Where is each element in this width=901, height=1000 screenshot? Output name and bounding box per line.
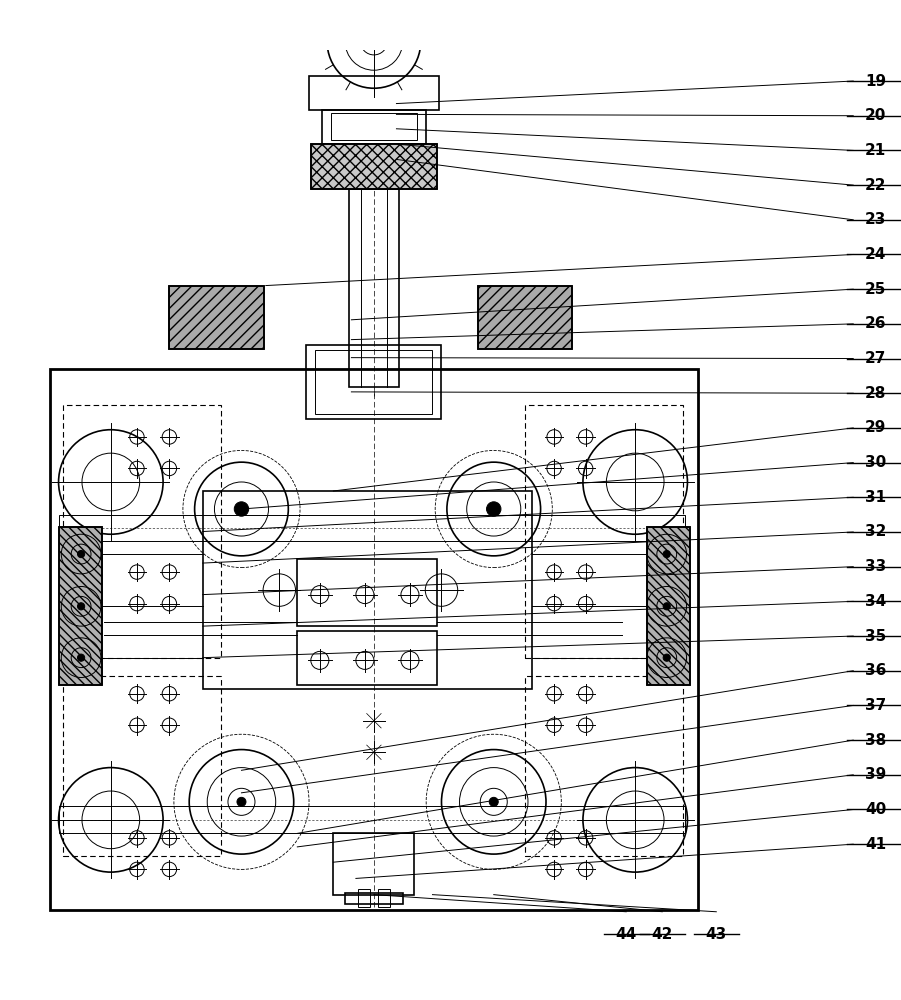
Circle shape [663, 603, 670, 610]
Bar [478, 286, 572, 349]
Bar [169, 286, 264, 349]
Bar [358, 889, 370, 907]
Text: 35: 35 [865, 629, 887, 644]
Circle shape [487, 502, 501, 516]
Bar [306, 345, 441, 419]
Bar [647, 527, 690, 685]
Text: 38: 38 [865, 733, 887, 748]
Bar [525, 676, 683, 856]
Text: 36: 36 [865, 663, 887, 678]
Bar [309, 76, 439, 110]
Text: 33: 33 [865, 559, 887, 574]
Bar [315, 350, 432, 414]
Bar [297, 631, 437, 685]
Bar [378, 889, 390, 907]
Text: 22: 22 [865, 178, 887, 193]
Text: 20: 20 [865, 108, 887, 123]
Text: 28: 28 [865, 386, 887, 401]
Circle shape [663, 550, 670, 558]
Text: 43: 43 [705, 927, 727, 942]
Bar [322, 110, 426, 144]
Circle shape [234, 502, 249, 516]
Text: 26: 26 [865, 316, 887, 331]
Text: 37: 37 [865, 698, 887, 713]
Text: 39: 39 [865, 767, 887, 782]
Circle shape [77, 550, 85, 558]
Text: 44: 44 [615, 927, 637, 942]
Bar [478, 286, 572, 349]
Text: 30: 30 [865, 455, 887, 470]
Text: 27: 27 [865, 351, 887, 366]
Bar [345, 893, 403, 904]
Bar [63, 405, 221, 658]
Text: 23: 23 [865, 212, 887, 227]
Text: 29: 29 [865, 420, 887, 435]
Bar [59, 515, 685, 541]
Text: 41: 41 [865, 837, 886, 852]
Bar [59, 527, 102, 685]
Text: 32: 32 [865, 524, 887, 539]
Circle shape [369, 37, 378, 46]
Circle shape [489, 797, 498, 806]
Text: 21: 21 [865, 143, 887, 158]
Bar [50, 369, 698, 910]
Text: 19: 19 [865, 74, 886, 89]
Bar [59, 806, 685, 833]
Text: 40: 40 [865, 802, 887, 817]
Bar [279, 35, 469, 48]
Text: 34: 34 [865, 594, 887, 609]
Text: 42: 42 [651, 927, 673, 942]
Bar [349, 189, 399, 387]
Bar [311, 144, 437, 189]
Circle shape [77, 603, 85, 610]
Bar [311, 144, 437, 189]
Bar [647, 527, 690, 685]
Bar [63, 676, 221, 856]
Bar [331, 113, 417, 140]
Bar [169, 286, 264, 349]
Circle shape [237, 797, 246, 806]
Text: 24: 24 [865, 247, 887, 262]
Bar [525, 405, 683, 658]
Text: 25: 25 [865, 282, 887, 297]
Bar [203, 491, 532, 689]
Bar [59, 527, 102, 685]
Circle shape [77, 654, 85, 661]
Text: 31: 31 [865, 490, 886, 505]
Bar [333, 833, 414, 895]
Bar [297, 559, 437, 626]
Circle shape [663, 654, 670, 661]
